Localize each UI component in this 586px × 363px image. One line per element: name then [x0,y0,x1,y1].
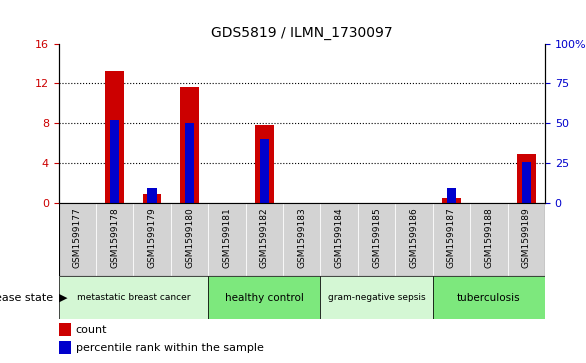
Bar [470,203,507,276]
Bar [110,120,120,203]
Bar [358,203,396,276]
Bar [96,203,134,276]
Bar [432,276,545,319]
Text: GSM1599188: GSM1599188 [485,207,493,268]
Text: GSM1599178: GSM1599178 [110,207,119,268]
Bar [396,203,432,276]
Bar [447,188,456,203]
Text: GSM1599177: GSM1599177 [73,207,82,268]
Bar [148,188,157,203]
Text: ▶: ▶ [59,293,67,303]
Text: GSM1599181: GSM1599181 [223,207,231,268]
Text: GSM1599183: GSM1599183 [297,207,306,268]
Bar [255,125,274,203]
Bar [59,276,208,319]
Text: GSM1599182: GSM1599182 [260,207,269,268]
Text: GSM1599187: GSM1599187 [447,207,456,268]
Text: percentile rank within the sample: percentile rank within the sample [76,343,264,353]
Bar [432,203,470,276]
Bar [283,203,321,276]
Bar [134,203,171,276]
Text: GSM1599184: GSM1599184 [335,207,344,268]
Text: GSM1599189: GSM1599189 [522,207,531,268]
Title: GDS5819 / ILMN_1730097: GDS5819 / ILMN_1730097 [211,26,393,40]
Bar [143,194,162,203]
Bar [59,203,96,276]
Text: GSM1599180: GSM1599180 [185,207,194,268]
Bar [185,123,194,203]
Text: count: count [76,325,107,335]
Bar [321,203,358,276]
Text: metastatic breast cancer: metastatic breast cancer [77,293,190,302]
Text: GSM1599179: GSM1599179 [148,207,156,268]
Text: disease state: disease state [0,293,53,303]
Bar [517,154,536,203]
Bar [208,203,246,276]
Bar [442,198,461,203]
Bar [59,323,71,336]
Text: gram-negative sepsis: gram-negative sepsis [328,293,425,302]
Bar [208,276,321,319]
Text: GSM1599185: GSM1599185 [372,207,381,268]
Bar [105,70,124,203]
Text: tuberculosis: tuberculosis [457,293,521,303]
Bar [180,87,199,203]
Bar [260,139,269,203]
Bar [321,276,432,319]
Bar [507,203,545,276]
Bar [522,162,531,203]
Bar [171,203,208,276]
Bar [59,341,71,354]
Text: healthy control: healthy control [225,293,304,303]
Bar [246,203,283,276]
Text: GSM1599186: GSM1599186 [410,207,418,268]
